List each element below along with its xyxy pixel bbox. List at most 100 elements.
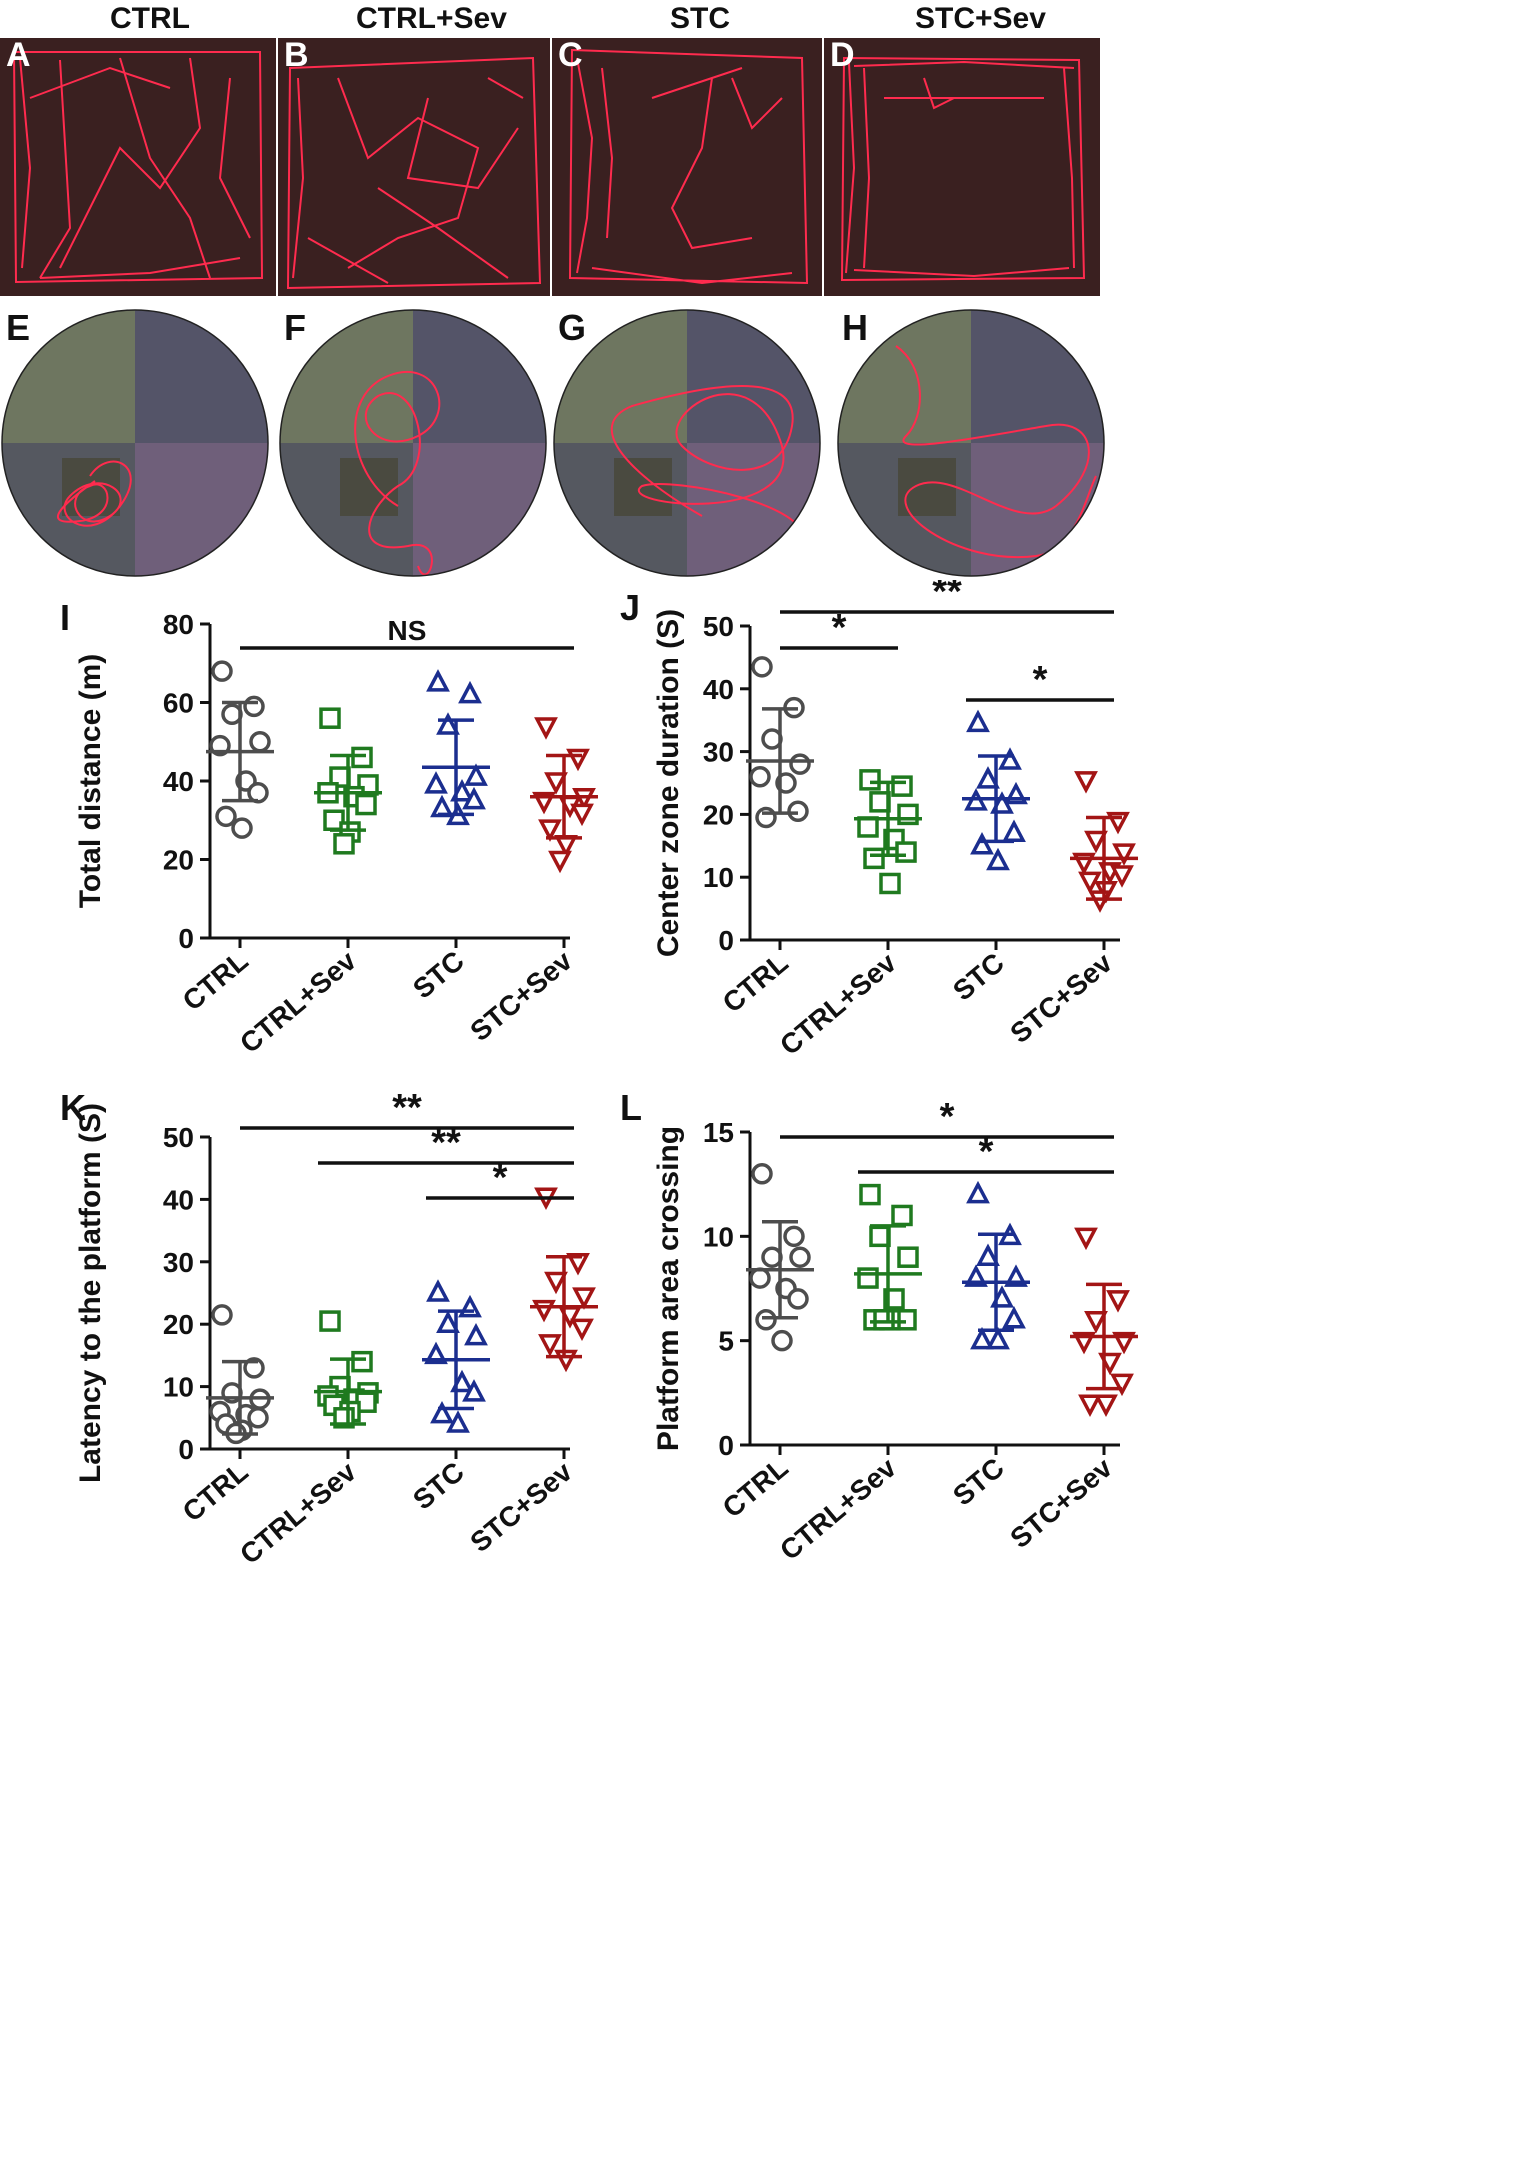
data-point <box>215 805 237 828</box>
x-tick-label: CTRL+Sev <box>774 947 902 1060</box>
panel-letter-l: L <box>620 1087 642 1128</box>
data-point <box>554 1349 578 1373</box>
x-tick-label: STC+Sev <box>464 945 578 1048</box>
y-axis-label: Total distance (m) <box>74 654 107 908</box>
data-point <box>1110 865 1134 888</box>
y-tick-label: 10 <box>703 1221 734 1252</box>
y-tick-label: 15 <box>703 1117 734 1148</box>
x-tick-label: CTRL <box>717 947 794 1019</box>
data-point <box>566 1253 590 1276</box>
panel-letter-b: B <box>284 36 309 74</box>
open-field-panel-a: A <box>0 36 276 296</box>
data-point <box>464 1322 488 1346</box>
x-tick-label: CTRL <box>177 945 254 1017</box>
y-tick-label: 10 <box>703 862 734 893</box>
y-tick-label: 40 <box>703 674 734 705</box>
data-point <box>544 1271 568 1295</box>
platform-area <box>340 458 398 516</box>
data-point <box>966 1180 990 1204</box>
data-point <box>351 1350 373 1373</box>
data-point <box>749 765 771 788</box>
data-point <box>857 1267 879 1289</box>
water-maze-f: F <box>279 307 547 577</box>
data-point <box>249 731 271 753</box>
data-point <box>976 766 1000 789</box>
panel-letter-i: I <box>60 597 70 638</box>
header-ctrl-sev: CTRL+Sev <box>356 2 507 35</box>
open-field-track-b <box>286 56 542 290</box>
swim-track <box>895 345 1097 559</box>
y-tick-label: 0 <box>178 1434 194 1465</box>
data-point <box>211 1304 233 1326</box>
platform-area <box>614 458 672 516</box>
data-point <box>1106 1290 1130 1313</box>
data-point <box>243 695 265 718</box>
data-point <box>755 1309 777 1331</box>
data-point <box>970 1326 994 1350</box>
data-point <box>1112 843 1136 866</box>
data-point <box>897 803 919 826</box>
panel-letter-h: H <box>842 307 868 348</box>
x-tick-label: STC+Sev <box>464 1456 578 1559</box>
panel-letter-f: F <box>284 307 306 348</box>
y-tick-label: 50 <box>163 1122 194 1153</box>
data-point <box>464 763 488 786</box>
panel-letter-g: G <box>558 307 586 348</box>
data-point <box>572 1287 596 1310</box>
pool-outline <box>553 309 821 577</box>
data-point <box>333 833 355 855</box>
panel-letter-c: C <box>558 36 583 74</box>
open-field-panel-d: D <box>824 36 1100 296</box>
x-tick-label: STC+Sev <box>1004 1452 1118 1555</box>
significance-label: * <box>493 1157 508 1199</box>
data-point <box>532 1299 556 1323</box>
data-point <box>891 1204 913 1227</box>
x-tick-label: CTRL <box>177 1456 254 1528</box>
x-tick-label: STC <box>947 1452 1010 1512</box>
data-point <box>857 816 879 838</box>
data-point <box>1074 771 1098 794</box>
data-point <box>749 1267 771 1289</box>
data-point <box>570 1318 594 1342</box>
open-field-panel-c: C <box>552 36 822 296</box>
data-point <box>891 775 913 797</box>
x-tick-label: STC+Sev <box>1004 947 1118 1050</box>
data-point <box>351 746 373 769</box>
significance-label: * <box>1033 659 1048 701</box>
data-point <box>211 660 233 682</box>
open-field-track-c <box>568 48 809 285</box>
data-point <box>534 717 558 740</box>
data-point <box>1078 871 1102 895</box>
quadrant-se <box>971 443 1104 576</box>
data-point <box>789 753 811 775</box>
water-maze-e: E <box>1 307 269 577</box>
data-point <box>873 1309 895 1331</box>
data-point <box>859 1183 881 1206</box>
y-tick-label: 0 <box>718 925 734 956</box>
y-tick-label: 80 <box>163 609 194 640</box>
data-point <box>771 1329 793 1352</box>
data-point <box>1110 1373 1134 1397</box>
data-point <box>436 1310 460 1333</box>
data-point <box>863 847 885 870</box>
y-tick-label: 40 <box>163 1184 194 1215</box>
significance-label: * <box>832 607 847 649</box>
data-point <box>751 656 773 678</box>
data-point <box>895 841 917 863</box>
data-point <box>319 1310 341 1332</box>
water-maze-h: H <box>837 307 1105 577</box>
data-point <box>538 1334 562 1357</box>
data-point <box>751 1162 773 1185</box>
header-stc: STC <box>670 2 730 35</box>
data-point <box>859 769 881 791</box>
pool-outline <box>279 309 547 577</box>
y-tick-label: 5 <box>718 1326 734 1357</box>
data-point <box>436 712 460 735</box>
data-point <box>544 772 568 795</box>
y-tick-label: 20 <box>163 845 194 876</box>
y-axis-label: Latency to the platform (S) <box>74 1103 107 1483</box>
data-point <box>755 806 777 829</box>
